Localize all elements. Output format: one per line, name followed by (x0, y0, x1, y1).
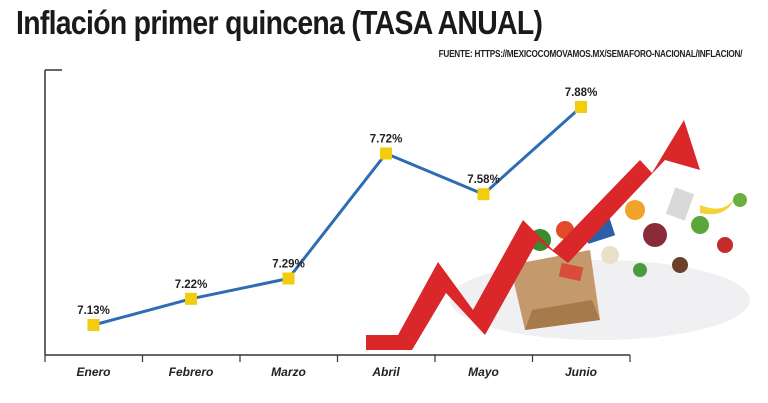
rising-prices-arrow-with-groceries-icon (366, 120, 750, 350)
x-tick-label: Enero (76, 365, 110, 379)
x-tick-label: Marzo (271, 365, 306, 379)
chart-title: Inflación primer quincena (TASA ANUAL) (16, 4, 543, 41)
source-note: FUENTE: HTTPS://MEXICOCOMOVAMOS.MX/SEMAF… (438, 48, 742, 60)
series-line (93, 105, 582, 327)
x-tick-label: Junio (565, 365, 597, 379)
data-point-marker (477, 188, 490, 201)
data-label: 7.29% (272, 258, 305, 270)
data-point-marker (87, 319, 100, 331)
data-point-marker (575, 101, 587, 113)
data-point-marker (282, 272, 295, 285)
data-point-marker (185, 292, 197, 305)
data-label: 7.72% (370, 134, 403, 146)
x-tick-label: Febrero (169, 365, 214, 379)
data-label: 7.58% (467, 174, 500, 186)
x-tick-label: Mayo (468, 365, 499, 379)
data-point-marker (380, 147, 392, 160)
x-tick-label: Abril (371, 365, 400, 379)
data-label: 7.88% (565, 87, 598, 99)
data-label: 7.22% (175, 279, 208, 291)
data-label: 7.13% (77, 305, 110, 317)
